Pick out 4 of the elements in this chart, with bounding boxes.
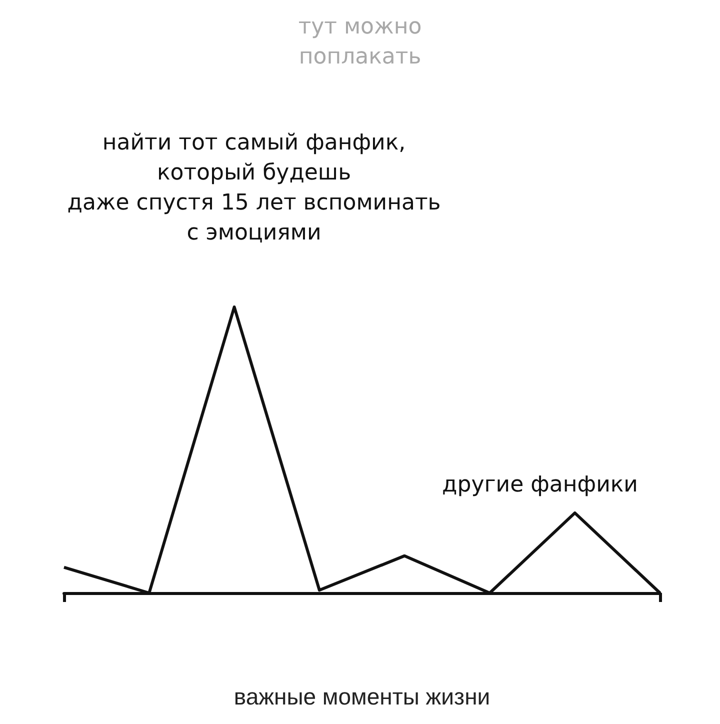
annotation: другие фанфики [442,472,638,498]
text: тут можно поплакать [298,14,422,70]
x-axis-title: важные моменты жизни [234,684,490,710]
text: найти тот самый фанфик, который будешь даже спустя 15 лет вспоминать с эмоциями [67,130,441,246]
